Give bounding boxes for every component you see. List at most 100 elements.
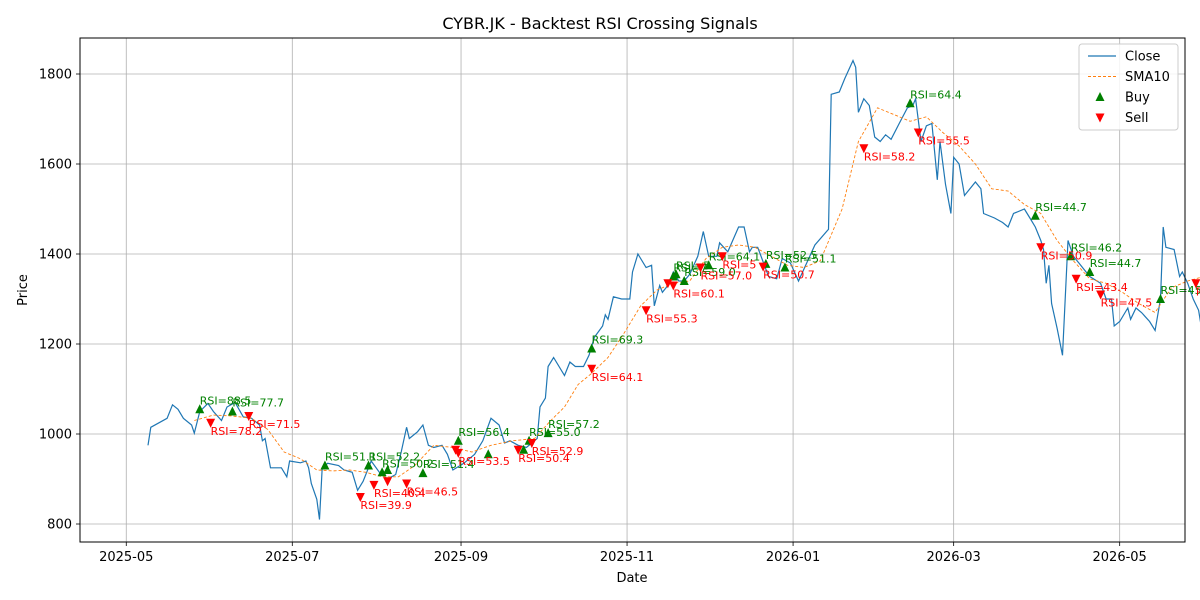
sma10-line xyxy=(194,107,1200,478)
sell-marker xyxy=(527,439,537,448)
buy-marker xyxy=(543,428,553,438)
sell-marker xyxy=(1071,274,1081,284)
buy-label: RSI=51.1 xyxy=(785,253,837,266)
sell-marker xyxy=(369,480,379,490)
sell-marker xyxy=(758,262,768,272)
legend-label: Close xyxy=(1125,50,1160,65)
y-tick-label: 1000 xyxy=(39,428,72,443)
sell-marker xyxy=(587,364,597,374)
buy-marker xyxy=(1156,294,1166,303)
sell-marker xyxy=(355,493,365,502)
sell-label: RSI=39.9 xyxy=(360,499,412,512)
buy-marker xyxy=(227,406,237,416)
x-tick-label: 2026-01 xyxy=(766,550,820,565)
legend-label: Buy xyxy=(1125,91,1150,106)
legend: Close SMA10 Buy Sell xyxy=(1078,43,1179,131)
buy-label: RSI=44.7 xyxy=(1035,201,1087,214)
legend-box xyxy=(1078,43,1179,131)
buy-marker xyxy=(1030,210,1040,220)
legend-buy-swatch xyxy=(1095,92,1105,101)
sell-label: RSI=40.4 xyxy=(374,487,426,500)
buy-marker xyxy=(383,465,393,474)
sell-marker xyxy=(244,412,254,421)
buy-label: RSI=55.0 xyxy=(529,426,581,439)
buy-marker xyxy=(418,468,428,478)
sell-marker xyxy=(668,281,678,291)
legend-label: Sell xyxy=(1125,111,1148,126)
sell-marker xyxy=(383,477,393,487)
buy-marker xyxy=(195,404,205,414)
sell-marker xyxy=(1191,279,1200,289)
buy-marker xyxy=(1066,251,1076,261)
buy-label: RSI=52.5 xyxy=(766,249,818,262)
sell-label: RSI=55.3 xyxy=(646,312,698,325)
sell-label: RSI=47.5 xyxy=(1101,297,1153,310)
sell-marker xyxy=(402,479,412,489)
buy-marker xyxy=(483,449,493,459)
sell-marker xyxy=(453,448,463,458)
sell-label: RSI=53.5 xyxy=(458,455,510,468)
buy-label: RSI=57.2 xyxy=(548,418,600,431)
buy-label: RSI=44.7 xyxy=(1090,257,1142,270)
sell-marker xyxy=(859,144,869,154)
y-tick-label: 1600 xyxy=(39,158,72,173)
sell-marker xyxy=(1096,290,1106,300)
buy-label: RSI=59.0 xyxy=(684,266,736,279)
sell-label: RSI=71.5 xyxy=(249,418,301,431)
plot-frame xyxy=(79,37,1186,543)
buy-marker xyxy=(320,460,330,470)
sell-label: RSI=43.4 xyxy=(1076,281,1128,294)
buy-marker xyxy=(704,260,714,270)
plot-area: RSI=88.5RSI=77.7RSI=51.1RSI=52.2RSI=50.2… xyxy=(147,58,1200,520)
sell-label: RSI=58.2 xyxy=(864,150,916,163)
sell-marker xyxy=(641,306,651,316)
x-tick-label: 2025-11 xyxy=(600,550,654,565)
sell-label: RSI=50.4 xyxy=(518,452,570,465)
y-tick-label: 1200 xyxy=(39,338,72,353)
sell-label: RSI=50.7 xyxy=(763,269,815,282)
sell-marker xyxy=(913,128,923,138)
buy-marker xyxy=(519,444,529,454)
buy-marker xyxy=(905,98,915,108)
grid xyxy=(80,38,1185,542)
x-axis-title: Date xyxy=(616,571,647,586)
x-tick-label: 2025-05 xyxy=(99,550,153,565)
sell-label: RSI=55.5 xyxy=(918,135,970,148)
buy-label: RSI=88.5 xyxy=(200,394,252,407)
axes: 2025-05 2025-07 2025-09 2025-11 2026-01 2026-… xyxy=(39,68,1147,566)
buy-label: RSI=51.1 xyxy=(325,451,377,464)
x-tick-label: 2026-03 xyxy=(926,550,980,565)
buy-label: RSI=64.4 xyxy=(910,88,962,101)
legend-label: SMA10 xyxy=(1125,70,1170,85)
buy-label: RSI=56.4 xyxy=(458,426,510,439)
x-tick-label: 2026-05 xyxy=(1093,550,1147,565)
buy-label: RSI=45.6 xyxy=(1161,284,1200,297)
buy-marker xyxy=(671,269,681,279)
chart-title: CYBR.JK - Backtest RSI Crossing Signals xyxy=(442,14,757,33)
sell-label: RSI=47.8 xyxy=(1196,285,1200,298)
sell-label: RSI=78.2 xyxy=(211,425,263,438)
y-axis-title: Price xyxy=(16,274,31,306)
sell-label: RSI=52.9 xyxy=(532,445,584,458)
buy-label: RSI=50.2 xyxy=(382,457,434,470)
buy-marker xyxy=(1085,267,1095,276)
legend-sell-swatch xyxy=(1095,113,1105,123)
buy-marker xyxy=(453,435,463,445)
y-tick-label: 800 xyxy=(47,518,72,533)
sell-marker xyxy=(513,445,523,455)
sell-label: RSI=5 xyxy=(722,258,756,271)
buy-label: RSI=51.4 xyxy=(423,458,475,471)
sell-label: RSI=46.5 xyxy=(407,486,459,499)
x-tick-label: 2025-07 xyxy=(265,550,319,565)
sell-label: RSI=57.0 xyxy=(701,270,753,283)
buy-marker xyxy=(587,343,597,353)
sell-label: RSI=60.1 xyxy=(673,288,725,301)
buy-marker xyxy=(679,276,689,285)
buy-marker xyxy=(780,262,790,272)
buy-label: RSI=69.3 xyxy=(592,334,644,347)
x-tick-label: 2025-09 xyxy=(434,550,488,565)
y-tick-label: 1800 xyxy=(39,68,72,83)
buy-marker xyxy=(363,460,373,470)
sell-marker xyxy=(1036,243,1046,253)
